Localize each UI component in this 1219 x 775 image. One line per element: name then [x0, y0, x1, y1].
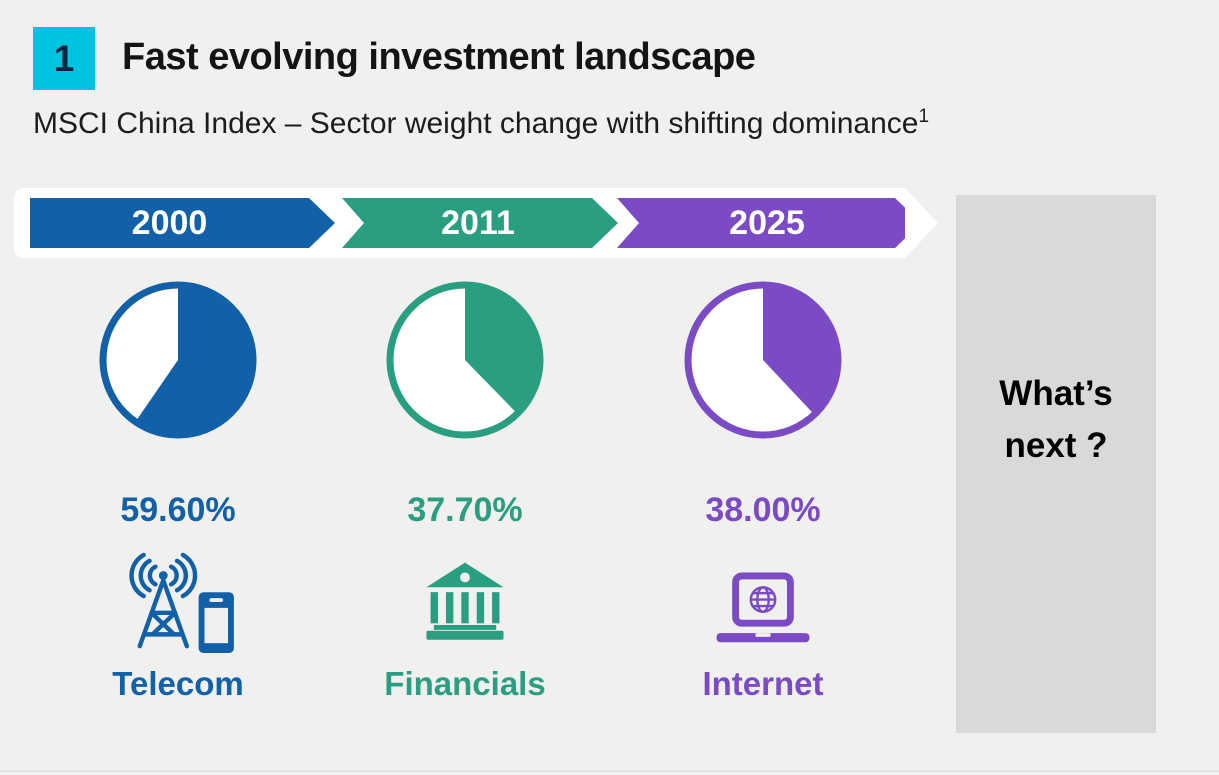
whats-next-line2: next ?: [1004, 426, 1108, 465]
percent-label: 59.60%: [120, 491, 236, 529]
year-label: 2025: [729, 203, 805, 242]
bottom-divider: [0, 770, 1219, 772]
column-2011-financials: 37.70% Financials: [350, 270, 580, 700]
laptop-globe-icon: [716, 572, 810, 643]
pie-wedge: [763, 285, 838, 415]
badge-number: 1: [53, 37, 75, 79]
timeline-arrow-2011: 2011: [342, 198, 618, 248]
timeline-arrow-2025: 2025: [617, 198, 921, 248]
year-label: 2000: [131, 203, 208, 242]
financials-icon: [424, 547, 506, 653]
pie-chart-2000: [99, 281, 257, 439]
whats-next-text: What’s next ?: [999, 368, 1112, 472]
column-2025-internet: 38.00% Internet: [648, 270, 878, 700]
year-label: 2011: [441, 203, 515, 242]
timeline-arrow-2000: 2000: [30, 198, 335, 248]
page-title: Fast evolving investment landscape: [122, 36, 756, 78]
page-subtitle: MSCI China Index – Sector weight change …: [33, 106, 929, 141]
bank-building-icon: [426, 562, 504, 640]
sector-label: Internet: [702, 665, 824, 702]
telecom-icon: [114, 547, 242, 653]
sector-label: Telecom: [112, 665, 244, 702]
sector-label: Financials: [384, 665, 546, 702]
timeline-band: 2000 2011 2025: [14, 188, 905, 258]
pie-chart-2011: [386, 281, 544, 439]
subtitle-text: MSCI China Index – Sector weight change …: [33, 107, 919, 140]
internet-icon: [712, 547, 814, 653]
footnote-superscript: 1: [918, 106, 930, 127]
step-number-badge: 1: [33, 27, 95, 90]
whats-next-line1: What’s: [999, 374, 1113, 414]
whats-next-panel: What’s next ?: [956, 195, 1156, 733]
pie-wedge: [135, 285, 254, 435]
pie-chart-2025: [684, 281, 842, 439]
percent-label: 38.00%: [705, 491, 821, 529]
pie-wedge: [465, 285, 541, 414]
column-2000-telecom: 59.60% Telecom: [63, 270, 293, 700]
percent-label: 37.70%: [407, 491, 523, 529]
telecom-tower-and-phone-icon: [129, 552, 234, 653]
